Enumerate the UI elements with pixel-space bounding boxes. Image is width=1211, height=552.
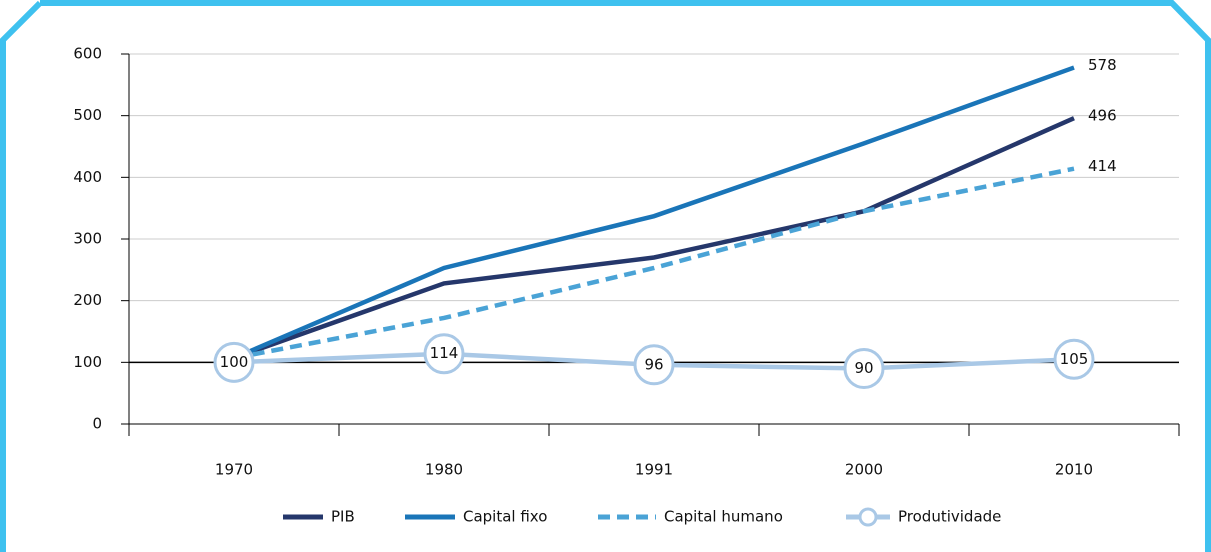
legend-label: Capital humano [664, 508, 783, 526]
x-tick-label: 2000 [845, 461, 883, 479]
marker [843, 348, 885, 389]
legend-label: Capital fixo [463, 508, 547, 526]
series-line [233, 166, 1075, 361]
plot: 0 100 200 300 400 500 600 1970 1980 1991 2000 2010 4… [73, 45, 1180, 527]
data-label: 114 [430, 344, 459, 362]
data-label: 578 [1088, 56, 1117, 74]
marker [633, 344, 675, 386]
x-tick-label: 1991 [635, 461, 673, 479]
marker [213, 341, 255, 383]
data-label: 105 [1060, 350, 1089, 368]
y-tick-label: 0 [92, 415, 102, 433]
data-label: 100 [220, 353, 249, 371]
y-tick-label: 100 [73, 353, 102, 371]
legend-label: Produtividade [898, 508, 1001, 526]
data-label: 96 [644, 355, 663, 373]
data-label: 496 [1088, 107, 1117, 125]
y-tick-label: 600 [73, 45, 102, 63]
legend-marker [858, 507, 878, 527]
y-tick-label: 500 [73, 106, 102, 124]
x-tick-label: 2010 [1055, 461, 1093, 479]
x-tick-label: 1970 [215, 461, 253, 479]
legend-label: PIB [331, 508, 355, 526]
y-tick-label: 400 [73, 168, 102, 186]
y-tick-label: 300 [73, 230, 102, 248]
y-tick-label: 200 [73, 291, 102, 309]
x-tick-label: 1980 [425, 461, 463, 479]
series-line [233, 116, 1075, 361]
data-label: 90 [854, 359, 873, 377]
series-line [233, 65, 1075, 361]
data-label: 414 [1088, 157, 1117, 175]
marker [1053, 338, 1095, 380]
marker [423, 333, 465, 375]
